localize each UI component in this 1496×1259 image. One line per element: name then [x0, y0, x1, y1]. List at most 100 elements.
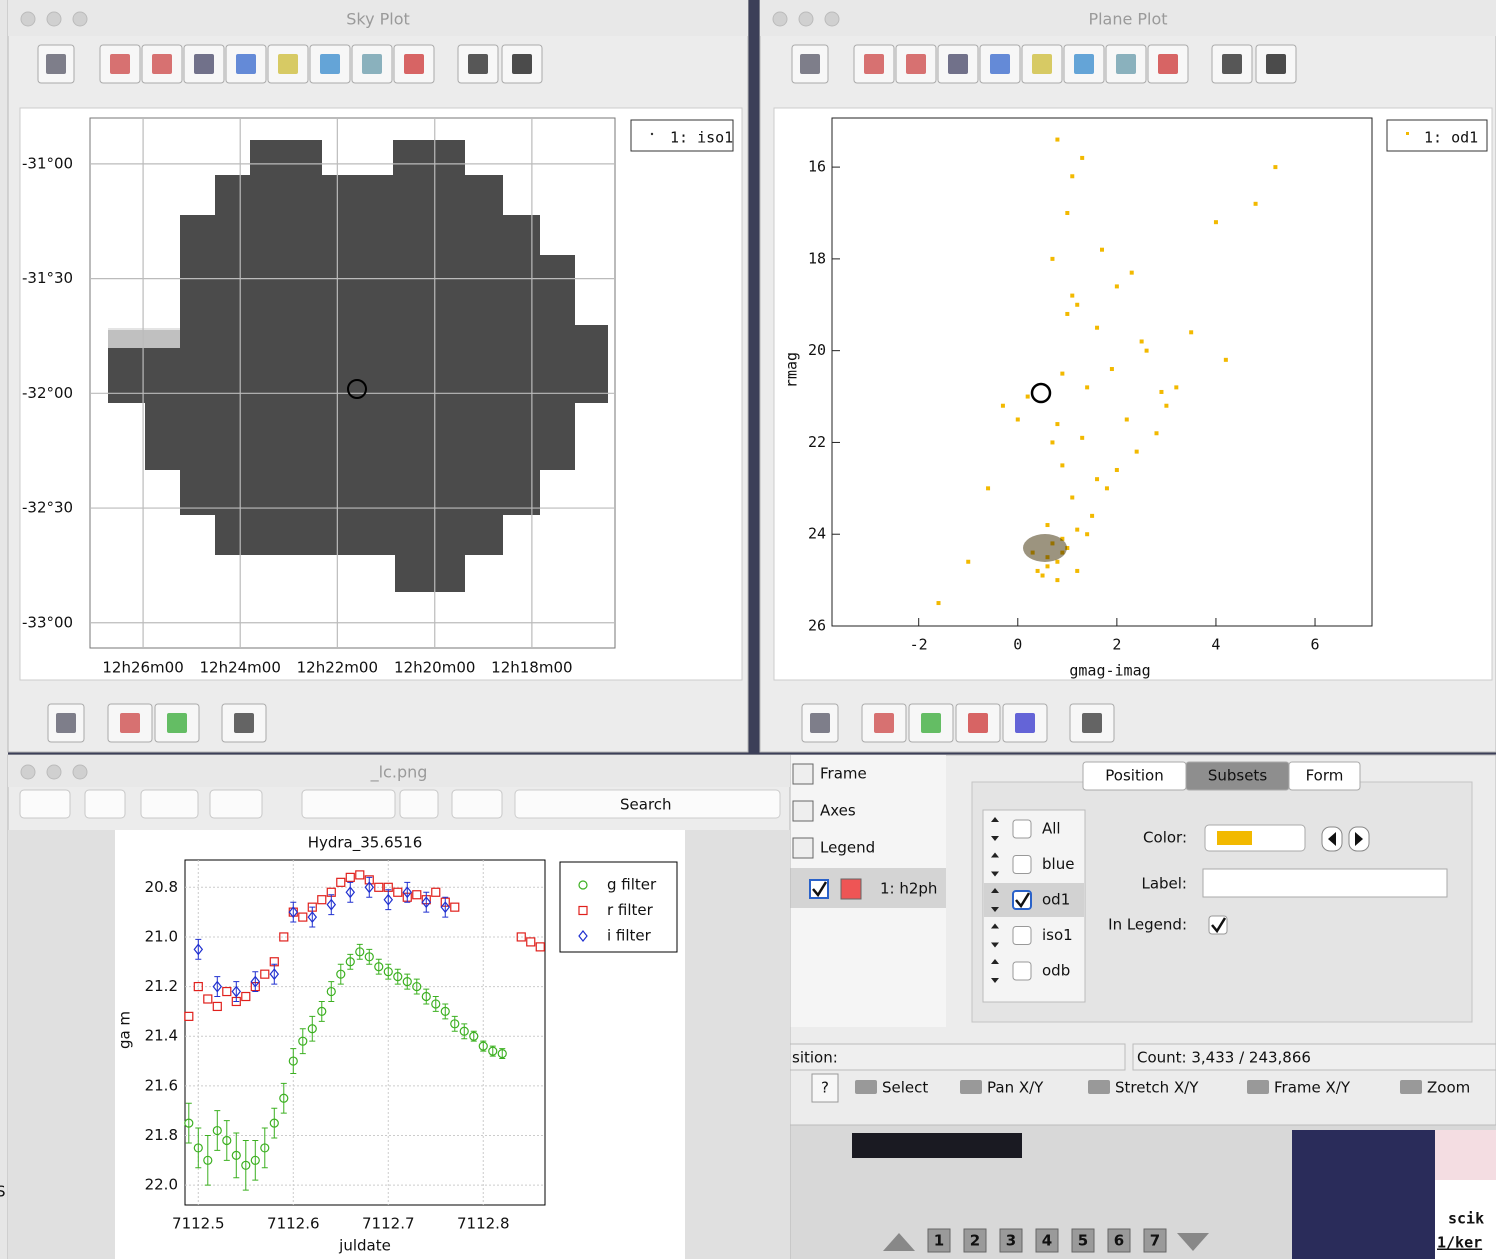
preview-button[interactable] [452, 790, 502, 818]
pager-number: 4 [1042, 1232, 1052, 1250]
tree-item[interactable]: 1: h2ph [880, 880, 937, 898]
tool-icon [404, 54, 424, 74]
window-control[interactable] [73, 765, 87, 779]
window-control[interactable] [773, 12, 787, 26]
preview-button[interactable] [400, 790, 438, 818]
pager-number: 6 [1114, 1232, 1124, 1250]
scatter-point [1036, 569, 1040, 573]
y-axis-label: ga m [116, 1011, 134, 1049]
legend-label: r filter [607, 901, 654, 919]
tree-icon [793, 838, 813, 858]
window-control[interactable] [47, 765, 61, 779]
scatter-point [1100, 248, 1104, 252]
preview-button[interactable] [141, 790, 198, 818]
preview-button[interactable] [210, 790, 262, 818]
x-tick-label: 2 [1112, 636, 1121, 654]
scatter-point [1214, 220, 1218, 224]
window-title: Sky Plot [346, 10, 410, 29]
y-tick-label: 18 [808, 249, 826, 267]
preview-button[interactable] [20, 790, 70, 818]
color-swatch [1217, 831, 1252, 845]
scatter-point [1273, 165, 1277, 169]
tool-icon [968, 713, 988, 733]
tool-icon [167, 713, 187, 733]
scatter-point [986, 486, 990, 490]
fragment-link: 1/ker [1437, 1234, 1482, 1252]
tool-icon[interactable] [1088, 1080, 1110, 1094]
tool-icon[interactable] [960, 1080, 982, 1094]
window-control[interactable] [47, 12, 61, 26]
scatter-point [1159, 390, 1163, 394]
x-tick-label: 12h26m00 [102, 659, 183, 677]
window-control[interactable] [825, 12, 839, 26]
x-tick-label: 7112.6 [267, 1215, 320, 1233]
chart-title: Hydra_35.6516 [308, 834, 423, 853]
pager-number: 5 [1078, 1232, 1088, 1250]
tree-icon [793, 764, 813, 784]
scatter-point [1189, 330, 1193, 334]
scatter-point [1046, 564, 1050, 568]
desktop-panel-dark [1292, 1130, 1435, 1259]
x-axis-label: gmag-imag [1069, 662, 1150, 680]
x-axis-label: juldate [338, 1237, 391, 1255]
x-tick-label: 12h18m00 [491, 659, 572, 677]
tool-icon [1074, 54, 1094, 74]
tool-icon[interactable] [1247, 1080, 1269, 1094]
tree-icon [793, 801, 813, 821]
scatter-point [1080, 436, 1084, 440]
tool-icon[interactable] [855, 1080, 877, 1094]
subset-checkbox[interactable] [1013, 820, 1031, 838]
y-tick-label: -31°30 [22, 269, 73, 287]
subset-checkbox[interactable] [1013, 927, 1031, 945]
tool-icon [864, 54, 884, 74]
tool-icon [874, 713, 894, 733]
x-tick-label: 7112.5 [172, 1215, 225, 1233]
tool-icon[interactable] [1400, 1080, 1422, 1094]
tool-icon [468, 54, 488, 74]
y-tick-label: 20 [808, 341, 826, 359]
scatter-point [1115, 468, 1119, 472]
x-tick-label: 7112.8 [457, 1215, 510, 1233]
window-control[interactable] [73, 12, 87, 26]
scatter-point [966, 560, 970, 564]
x-tick-label: 12h24m00 [200, 659, 281, 677]
tree-item[interactable]: Legend [820, 839, 875, 857]
scatter-point [1055, 560, 1059, 564]
label-input[interactable] [1203, 869, 1447, 897]
scatter-point [1135, 450, 1139, 454]
scatter-point [937, 601, 941, 605]
tool-icon [362, 54, 382, 74]
y-tick-label: 26 [808, 617, 826, 635]
subset-checkbox[interactable] [1013, 962, 1031, 980]
scatter-point [1060, 372, 1064, 376]
tree-item[interactable]: Frame [820, 765, 867, 783]
preview-button[interactable] [302, 790, 395, 818]
scatter-point [1115, 284, 1119, 288]
tool-icon [990, 54, 1010, 74]
window-control[interactable] [799, 12, 813, 26]
desktop-panel-pink [1435, 1130, 1496, 1180]
window-control[interactable] [21, 765, 35, 779]
x-tick-label: 7112.7 [362, 1215, 415, 1233]
window-control[interactable] [21, 12, 35, 26]
tool-icon [194, 54, 214, 74]
scatter-point [1075, 569, 1079, 573]
tool-icon [810, 713, 830, 733]
scatter-point [1041, 574, 1045, 578]
tab-label: Position [1105, 767, 1163, 785]
tool-icon [278, 54, 298, 74]
tool-icon [120, 713, 140, 733]
y-tick-label: 21.2 [145, 977, 178, 995]
y-tick-label: 21.6 [145, 1076, 178, 1094]
subset-checkbox[interactable] [1013, 856, 1031, 874]
y-tick-label: -32°30 [22, 499, 73, 517]
scatter-point [1085, 385, 1089, 389]
position-status: sition: [792, 1049, 838, 1067]
scatter-point [1050, 440, 1054, 444]
tab-label: Form [1306, 767, 1344, 785]
pager-number: 3 [1006, 1232, 1016, 1250]
tool-icon [948, 54, 968, 74]
scatter-point [1026, 395, 1030, 399]
preview-button[interactable] [85, 790, 125, 818]
tree-item[interactable]: Axes [820, 802, 856, 820]
